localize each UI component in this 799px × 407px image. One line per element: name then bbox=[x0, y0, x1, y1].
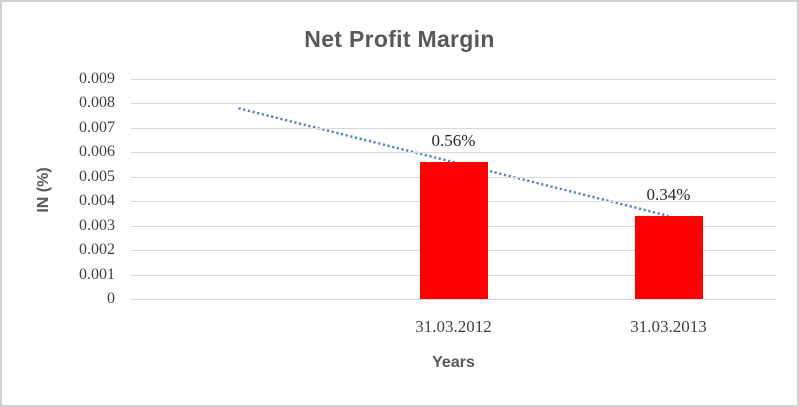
y-axis-tick-label: 0.003 bbox=[79, 216, 115, 234]
chart-title: Net Profit Margin bbox=[304, 26, 495, 52]
y-axis-tick-label: 0.005 bbox=[79, 167, 115, 185]
bar-31.03.2012 bbox=[419, 162, 488, 299]
y-axis-tick-label: 0.007 bbox=[79, 118, 115, 136]
data-label: 0.34% bbox=[646, 184, 691, 204]
gridline bbox=[131, 79, 776, 80]
y-axis-tick-label: 0.002 bbox=[79, 241, 115, 259]
y-axis-tick-label: 0.004 bbox=[79, 192, 115, 210]
y-axis-tick-label: 0.006 bbox=[79, 143, 115, 161]
bar-31.03.2013 bbox=[634, 215, 703, 299]
y-axis-tick-label: 0.001 bbox=[79, 265, 115, 283]
x-axis-title: Years bbox=[432, 354, 475, 371]
y-axis-tick-label: 0.008 bbox=[79, 94, 115, 112]
gridline bbox=[131, 127, 776, 129]
data-label: 0.56% bbox=[431, 131, 476, 151]
x-axis-tick-label: 31.03.2012 bbox=[415, 317, 492, 336]
gridline bbox=[131, 152, 776, 154]
gridline bbox=[131, 103, 776, 105]
x-axis-tick-label: 31.03.2013 bbox=[630, 317, 707, 336]
gridline bbox=[131, 299, 776, 300]
y-axis-tick-label: 0.009 bbox=[79, 70, 115, 87]
y-axis-tick-label: 0 bbox=[107, 290, 115, 307]
